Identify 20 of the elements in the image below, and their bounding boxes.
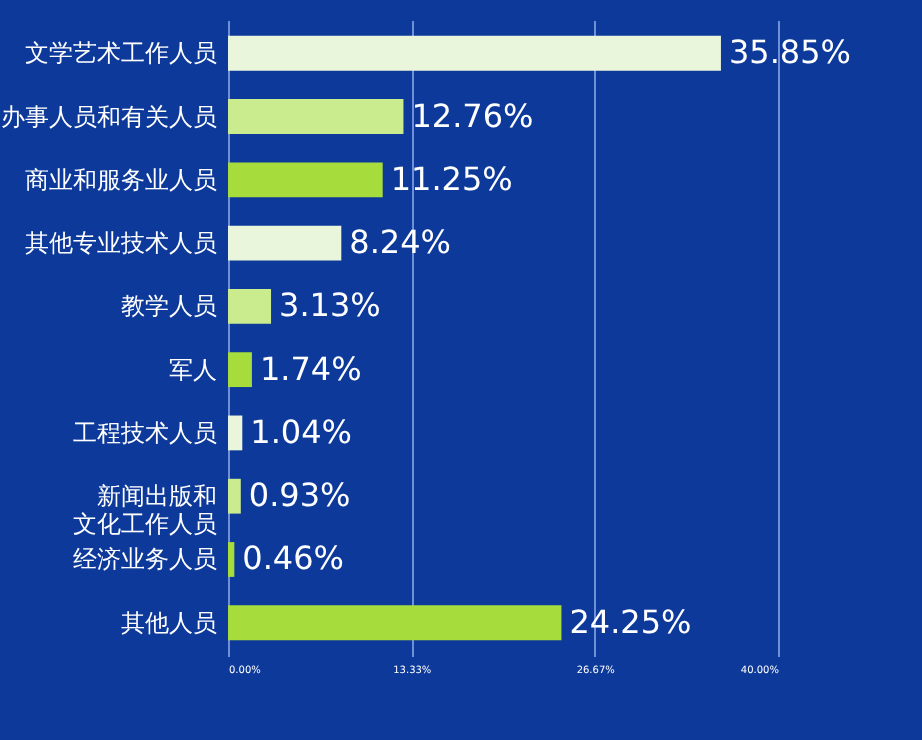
- data-label: 0.46%: [242, 539, 344, 578]
- y-tick-label: 经济业务人员: [73, 545, 217, 574]
- y-tick-label: 其他人员: [121, 608, 217, 637]
- data-label: 24.25%: [569, 602, 692, 641]
- y-tick-label: 其他专业技术人员: [25, 229, 217, 258]
- data-label: 0.93%: [248, 476, 351, 515]
- data-label: 1.74%: [259, 349, 362, 388]
- y-tick-label: 商业和服务业人员: [25, 165, 217, 194]
- data-label: 11.25%: [390, 159, 513, 198]
- data-label: 3.13%: [279, 286, 381, 325]
- data-label: 12.76%: [411, 96, 534, 135]
- data-label: 8.24%: [349, 223, 451, 262]
- y-tick-label: 教学人员: [121, 292, 217, 321]
- y-tick-label: 新闻出版和文化工作人员: [73, 482, 217, 539]
- data-label: 1.04%: [250, 412, 352, 451]
- data-label: 35.85%: [728, 33, 851, 72]
- y-tick-label: 文学艺术工作人员: [25, 39, 217, 68]
- y-tick-label: 军人: [169, 355, 217, 384]
- y-tick-label: 工程技术人员: [73, 418, 217, 447]
- y-tick-label: 办事人员和有关人员: [1, 102, 217, 131]
